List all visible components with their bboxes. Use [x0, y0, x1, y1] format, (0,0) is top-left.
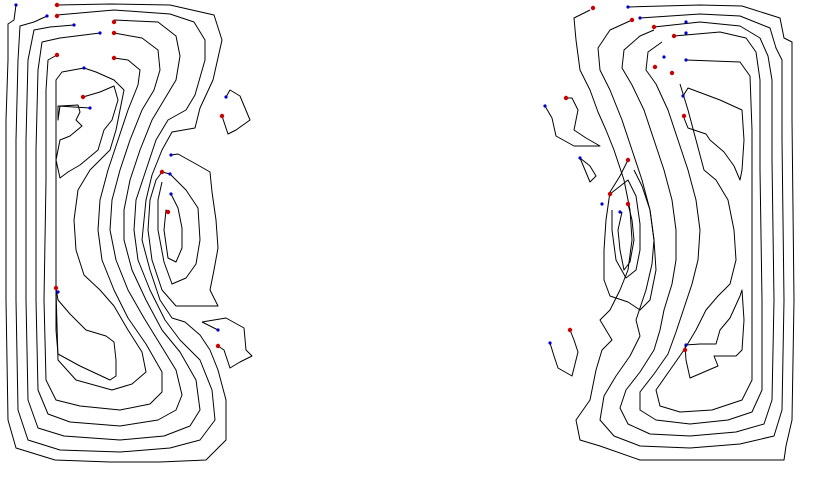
end-marker: [169, 153, 173, 157]
end-marker: [543, 104, 547, 108]
left-contour-panel: [5, 3, 253, 463]
start-marker: [563, 95, 569, 101]
start-marker: [625, 157, 631, 163]
end-marker: [684, 31, 688, 35]
end-marker: [14, 3, 18, 7]
contour-line: [221, 89, 251, 135]
end-marker: [56, 290, 60, 294]
end-marker: [224, 95, 228, 99]
start-marker: [567, 327, 573, 333]
contour-line: [655, 59, 753, 413]
end-marker: [88, 106, 92, 110]
contour-line: [573, 4, 795, 461]
start-marker: [219, 113, 225, 119]
contour-line: [157, 171, 201, 285]
contour-line: [597, 13, 785, 449]
contour-line: [201, 321, 219, 331]
start-marker: [682, 347, 688, 353]
contour-line: [684, 289, 745, 379]
start-marker: [652, 64, 658, 70]
end-marker: [618, 210, 622, 214]
contour-line: [43, 54, 163, 411]
contour-line: [619, 21, 775, 437]
start-marker: [54, 52, 60, 58]
start-marker: [215, 343, 221, 349]
contour-line: [639, 31, 763, 425]
contour-line: [682, 87, 745, 181]
contour-line: [603, 159, 657, 311]
contour-line: [544, 97, 601, 147]
start-marker: [651, 24, 657, 30]
end-marker: [168, 172, 172, 176]
contour-line: [549, 329, 579, 377]
end-marker: [684, 20, 688, 24]
start-marker: [607, 191, 613, 197]
end-marker: [684, 343, 688, 347]
start-marker: [159, 169, 165, 175]
start-marker: [54, 2, 60, 8]
start-marker: [54, 13, 60, 19]
start-marker: [681, 113, 687, 119]
end-marker: [72, 23, 76, 27]
contour-line: [163, 193, 183, 263]
start-marker: [669, 70, 675, 76]
end-marker: [578, 156, 582, 160]
start-marker: [629, 17, 635, 23]
contour-line: [147, 153, 219, 307]
end-marker: [600, 202, 604, 206]
end-marker: [684, 58, 688, 62]
end-marker: [45, 14, 49, 18]
start-marker: [111, 19, 117, 25]
contour-line: [5, 3, 227, 463]
end-marker: [216, 328, 220, 332]
start-marker: [53, 285, 59, 291]
start-marker: [165, 209, 171, 215]
start-marker: [671, 33, 677, 39]
start-marker: [111, 30, 117, 36]
contour-line: [55, 67, 147, 391]
contour-line: [55, 85, 119, 179]
start-marker: [590, 5, 596, 11]
end-marker: [626, 5, 630, 9]
start-marker: [625, 201, 631, 207]
contour-line: [609, 179, 641, 279]
end-marker: [662, 55, 666, 59]
contour-line: [201, 317, 253, 369]
end-marker: [169, 192, 173, 196]
end-marker: [82, 66, 86, 70]
contour-line: [579, 157, 597, 183]
contour-line: [35, 32, 183, 427]
start-marker: [80, 94, 86, 100]
contour-line: [15, 9, 216, 453]
right-contour-panel: [544, 4, 795, 461]
end-marker: [681, 94, 685, 98]
contour-endpoint-markers: [14, 2, 688, 353]
end-marker: [548, 341, 552, 345]
end-marker: [98, 31, 102, 35]
end-marker: [638, 16, 642, 20]
start-marker: [111, 55, 117, 61]
contour-line: [55, 287, 117, 381]
contour-line: [617, 203, 635, 271]
contour-line: [25, 19, 201, 441]
